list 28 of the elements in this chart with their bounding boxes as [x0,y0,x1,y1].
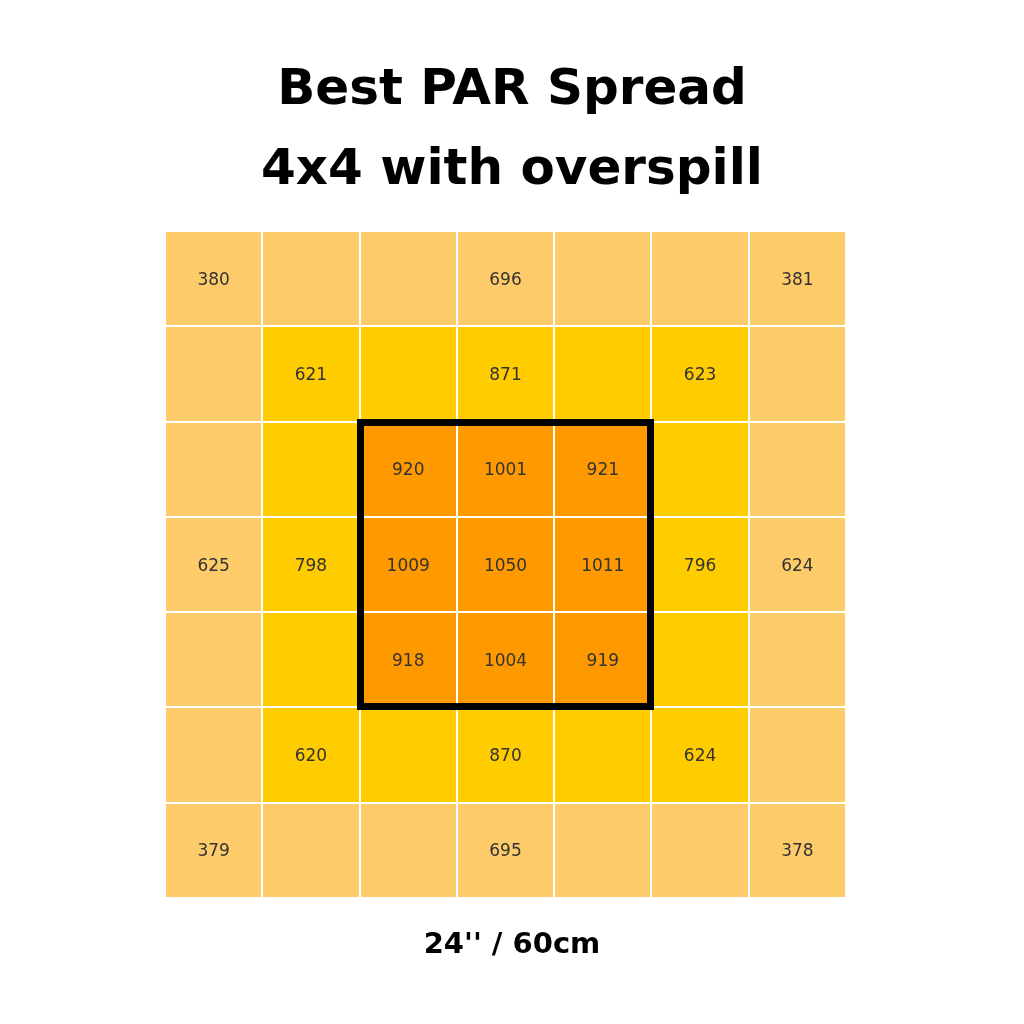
data-label: 625 [197,554,230,575]
data-label: 378 [781,840,814,861]
data-label: 621 [294,363,328,384]
data-label: 620 [294,745,328,766]
text: 24'' / 60cm [422,926,602,960]
text: 4x4 with overspill [260,138,764,196]
data-label: 1011 [581,554,625,575]
data-label: 624 [683,745,717,766]
data-label: 798 [294,554,328,575]
data-label: 918 [391,649,425,670]
data-label: 920 [391,459,425,480]
text: Best PAR Spread [276,58,748,116]
data-label: 380 [197,268,230,289]
data-label: 624 [781,554,814,575]
data-label: 870 [489,745,522,766]
data-label: 379 [197,840,230,861]
data-label: 1001 [483,459,528,480]
data-label: 696 [489,268,522,289]
data-label: 1004 [483,649,528,670]
data-label: 919 [586,649,620,670]
data-label: 623 [683,363,717,384]
data-label: 695 [489,840,522,861]
data-label: 1009 [386,554,430,575]
data-label: 871 [489,363,522,384]
data-label: 381 [781,268,814,289]
data-label: 796 [683,554,717,575]
data-label: 1050 [483,554,528,575]
data-label: 921 [586,459,620,480]
